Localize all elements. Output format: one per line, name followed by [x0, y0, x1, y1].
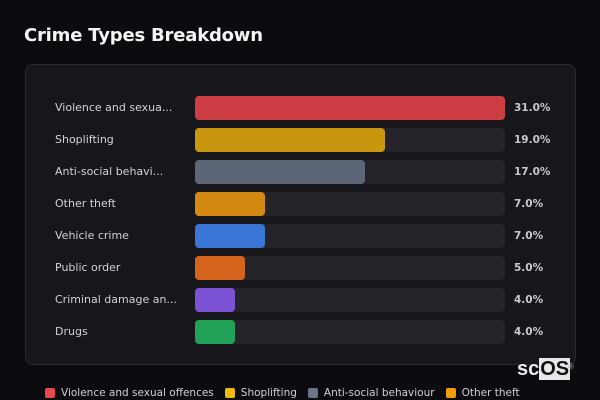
chart-legend: Violence and sexual offences Shoplifting…	[45, 386, 531, 400]
legend-label: Other theft	[461, 387, 520, 399]
row-value: 31.0%	[514, 102, 551, 114]
bar-fill	[195, 160, 365, 184]
scos-watermark-logo: scOS ®	[517, 358, 574, 380]
bar-track	[195, 256, 505, 280]
bar-fill	[195, 96, 505, 120]
bar-row-vehicle-crime[interactable]: Vehicle crime 7.0%	[26, 224, 575, 248]
legend-swatch	[45, 388, 55, 398]
watermark-boxed: OS	[539, 358, 571, 380]
bar-row-other-theft[interactable]: Other theft 7.0%	[26, 192, 575, 216]
row-label: Drugs	[55, 325, 88, 338]
row-value: 17.0%	[514, 166, 551, 178]
bar-row-public-order[interactable]: Public order 5.0%	[26, 256, 575, 280]
chart-card: Violence and sexua... 31.0% Shoplifting …	[25, 64, 576, 365]
legend-item-other-theft[interactable]: Other theft	[445, 387, 520, 399]
bar-fill	[195, 288, 235, 312]
chart-title: Crime Types Breakdown	[24, 25, 263, 46]
legend-item-violence[interactable]: Violence and sexual offences	[45, 387, 214, 399]
legend-label: Violence and sexual offences	[61, 387, 214, 399]
row-label: Violence and sexua...	[55, 101, 173, 114]
legend-item-anti-social[interactable]: Anti-social behaviour	[307, 387, 435, 399]
bar-track	[195, 96, 505, 120]
bar-row-violence[interactable]: Violence and sexua... 31.0%	[26, 96, 575, 120]
row-value: 7.0%	[514, 198, 544, 210]
bar-track	[195, 192, 505, 216]
bar-track	[195, 320, 505, 344]
bar-track	[195, 128, 505, 152]
bar-fill	[195, 256, 245, 280]
row-label: Shoplifting	[55, 133, 114, 146]
row-label: Vehicle crime	[55, 229, 129, 242]
row-label: Criminal damage an...	[55, 293, 177, 306]
row-value: 7.0%	[514, 230, 544, 242]
bar-fill	[195, 320, 235, 344]
legend-swatch	[445, 388, 456, 398]
bar-track	[195, 224, 505, 248]
row-value: 19.0%	[514, 134, 551, 146]
watermark-prefix: sc	[517, 358, 540, 380]
registered-icon: ®	[568, 362, 574, 371]
bar-fill	[195, 128, 385, 152]
row-label: Anti-social behavi...	[55, 165, 164, 178]
legend-swatch	[307, 388, 318, 398]
row-value: 5.0%	[514, 262, 544, 274]
row-label: Other theft	[55, 197, 116, 210]
bar-fill	[195, 224, 265, 248]
row-value: 4.0%	[514, 294, 544, 306]
bar-row-criminal-damage[interactable]: Criminal damage an... 4.0%	[26, 288, 575, 312]
legend-item-shoplifting[interactable]: Shoplifting	[224, 387, 297, 399]
row-label: Public order	[55, 261, 121, 274]
bar-row-drugs[interactable]: Drugs 4.0%	[26, 320, 575, 344]
bar-row-shoplifting[interactable]: Shoplifting 19.0%	[26, 128, 575, 152]
bar-track	[195, 288, 505, 312]
row-value: 4.0%	[514, 326, 544, 338]
legend-label: Anti-social behaviour	[323, 387, 435, 399]
legend-label: Shoplifting	[240, 387, 297, 399]
bar-track	[195, 160, 505, 184]
legend-swatch	[224, 388, 235, 398]
bar-row-anti-social[interactable]: Anti-social behavi... 17.0%	[26, 160, 575, 184]
bar-fill	[195, 192, 265, 216]
